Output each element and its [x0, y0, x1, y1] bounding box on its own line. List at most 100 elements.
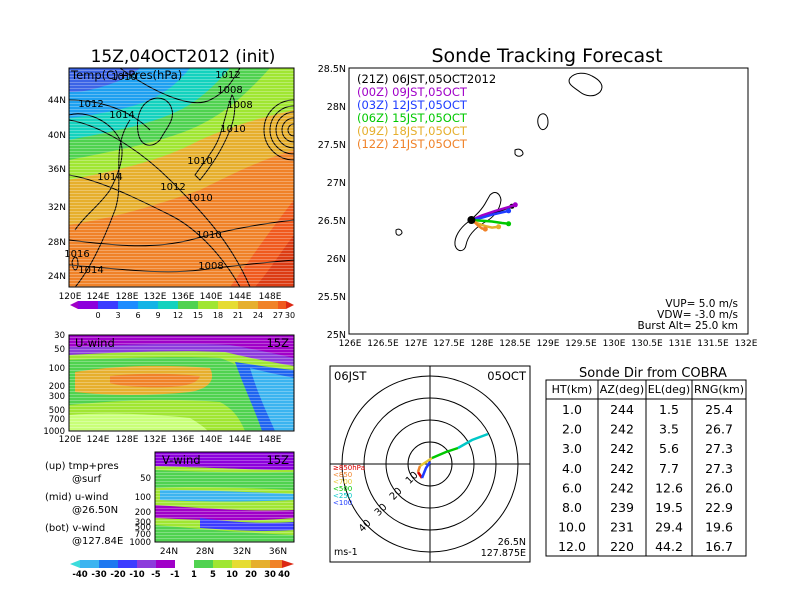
u-wind-frame [68, 334, 295, 432]
table-cell: 231 [610, 520, 634, 535]
svg-text:140E: 140E [200, 435, 223, 445]
temperature-colorbar-labels: 0 3 6 9 12 15 18 21 24 27 30 [95, 311, 295, 320]
svg-text:1010: 1010 [187, 156, 212, 167]
track-endpoint [512, 202, 518, 208]
th-el: EL(deg) [648, 383, 690, 396]
u-wind-time: 15Z [266, 336, 289, 350]
table-cell: 239 [610, 500, 634, 515]
svg-text:18: 18 [213, 311, 223, 320]
table-cell: 242 [610, 461, 634, 476]
svg-text:131.5E: 131.5E [697, 339, 729, 349]
th-az: AZ(deg) [600, 383, 644, 396]
track-x-ticks: 126E 126.5E 127E 127.5E 128E 128.5E 129E… [339, 339, 758, 349]
svg-text:30: 30 [285, 311, 295, 320]
table-cell: 4.0 [562, 461, 582, 476]
table-cell: 29.4 [655, 520, 683, 535]
svg-text:1014: 1014 [97, 172, 122, 183]
v-wind-x-ticks: 24N 28N 32N 36N [160, 547, 287, 557]
svg-text:3: 3 [115, 311, 120, 320]
svg-text:VUP= 5.0 m/s: VUP= 5.0 m/s [665, 298, 738, 310]
table-cell: 242 [610, 422, 634, 437]
svg-text:50: 50 [54, 345, 65, 355]
track-series [467, 202, 518, 232]
u-wind-label: U-wind [75, 336, 115, 350]
temperature-colorbar [70, 301, 294, 309]
svg-text:128E: 128E [116, 292, 139, 302]
svg-text:12: 12 [173, 311, 183, 320]
hodograph-segment [457, 432, 489, 450]
v-wind-y-ticks: 50 100 200 300 500 700 1000 [129, 474, 151, 548]
table-title: Sonde Dir from COBRA [579, 366, 727, 381]
svg-text:100: 100 [135, 493, 151, 503]
table-cell: 1.5 [659, 402, 679, 417]
svg-text:9: 9 [155, 311, 160, 320]
svg-text:200: 200 [135, 508, 151, 518]
svg-text:700: 700 [49, 415, 65, 425]
table-cell: 3.5 [659, 422, 679, 437]
track-legend: (21Z) 06JST,05OCT2012 (00Z) 09JST,05OCT … [357, 72, 496, 151]
polar-lat: 26.5N [498, 537, 526, 548]
track-endpoint [482, 226, 488, 232]
svg-text:1010: 1010 [111, 72, 136, 83]
svg-text:6: 6 [135, 311, 140, 320]
table-cell: 27.3 [705, 461, 733, 476]
svg-text:36N: 36N [48, 165, 66, 175]
svg-text:26.5N: 26.5N [318, 216, 346, 227]
svg-text:1014: 1014 [109, 110, 134, 121]
svg-text:120E: 120E [59, 435, 82, 445]
svg-text:100: 100 [49, 364, 65, 374]
th-rng: RNG(km) [694, 383, 744, 396]
svg-text:44N: 44N [48, 96, 66, 106]
legend-entry-06z: (06Z) 15JST,05OCT [357, 111, 468, 125]
svg-text:(mid) u-wind: (mid) u-wind [45, 492, 108, 503]
svg-text:1010: 1010 [187, 193, 212, 204]
svg-text:<700: <700 [333, 478, 352, 486]
svg-text:-1: -1 [170, 570, 180, 580]
svg-text:120E: 120E [59, 292, 82, 302]
svg-text:<100: <100 [333, 499, 352, 507]
launch-point [467, 216, 476, 224]
table-cell: 19.5 [655, 500, 683, 515]
svg-text:1008: 1008 [217, 85, 242, 96]
hodograph-segment [431, 446, 459, 460]
svg-text:40N: 40N [48, 131, 66, 141]
svg-text:300: 300 [49, 392, 65, 402]
polar-hodograph [416, 432, 489, 479]
svg-text:144E: 144E [229, 292, 252, 302]
svg-text:1008: 1008 [227, 100, 252, 111]
table-cell: 10.0 [558, 520, 586, 535]
table-cell: 3.0 [562, 441, 582, 456]
svg-text:200: 200 [49, 382, 65, 392]
polar-lon: 127.875E [481, 548, 526, 559]
v-wind-frame [154, 451, 295, 543]
svg-text:1012: 1012 [215, 70, 240, 81]
track-line [470, 203, 516, 222]
svg-text:24N: 24N [48, 272, 66, 282]
svg-text:5: 5 [210, 570, 216, 580]
svg-text:1014: 1014 [78, 265, 103, 276]
svg-text:27: 27 [273, 311, 283, 320]
left-map-label: Temp(C)+Pres(hPa) [70, 68, 182, 82]
hodograph-segment [416, 465, 422, 473]
svg-text:20: 20 [245, 570, 257, 580]
table-cell: 12.6 [655, 480, 683, 495]
svg-text:1016: 1016 [64, 249, 89, 260]
u-wind-x-ticks: 120E 124E 128E 132E 136E 140E 144E 148E [59, 435, 282, 445]
svg-text:128.5E: 128.5E [499, 339, 531, 349]
svg-text:136E: 136E [172, 292, 195, 302]
svg-text:129.5E: 129.5E [565, 339, 597, 349]
svg-text:132E: 132E [144, 292, 167, 302]
svg-text:300: 300 [135, 518, 151, 528]
table-cell: 26.0 [705, 480, 733, 495]
svg-text:40: 40 [278, 570, 290, 580]
hodograph-segment [420, 461, 432, 479]
polar-time: 06JST [334, 369, 367, 383]
svg-text:1: 1 [191, 570, 197, 580]
svg-text:131E: 131E [669, 339, 692, 349]
svg-text:25.5N: 25.5N [318, 292, 346, 303]
v-wind-label: V-wind [162, 453, 201, 467]
svg-text:1000: 1000 [43, 427, 65, 437]
u-wind-y-ticks: 30 50 100 200 300 500 700 1000 [43, 331, 65, 437]
track-endpoint [496, 224, 502, 230]
